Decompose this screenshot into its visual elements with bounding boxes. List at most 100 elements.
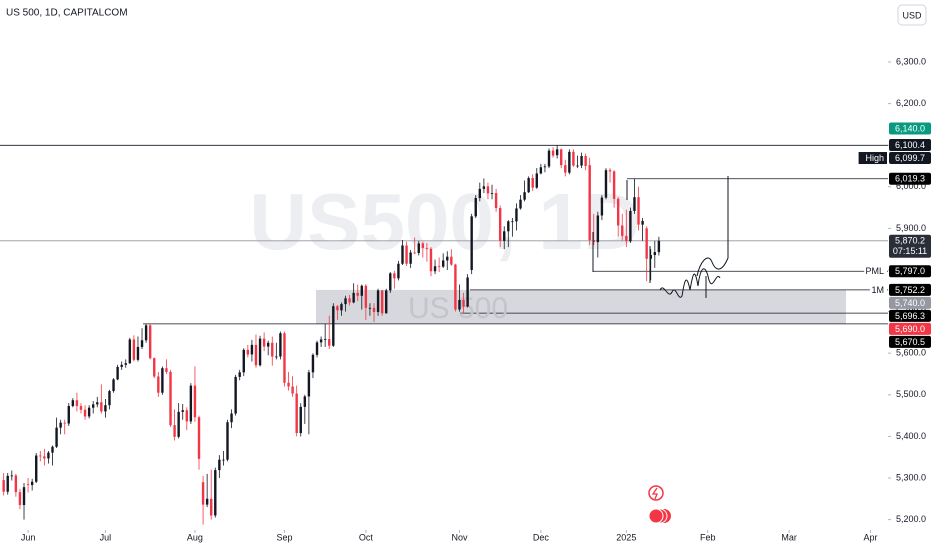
price-label-box bbox=[889, 139, 931, 152]
candles bbox=[2, 145, 661, 525]
candle-body bbox=[144, 325, 148, 341]
candle-body bbox=[128, 339, 132, 364]
box-watermark: US 500 bbox=[408, 292, 508, 325]
event-icon[interactable] bbox=[648, 508, 664, 524]
candle-body bbox=[275, 356, 278, 358]
tag-label: PML bbox=[865, 266, 884, 276]
candle-body bbox=[389, 273, 392, 291]
candle-body bbox=[75, 400, 79, 407]
candle-body bbox=[307, 372, 311, 397]
candle-body bbox=[238, 372, 241, 377]
candle-body bbox=[124, 363, 127, 365]
x-tick-label: Dec bbox=[533, 532, 550, 542]
x-tick-label: Aug bbox=[187, 532, 203, 542]
candle-body bbox=[193, 385, 197, 418]
tag-box bbox=[864, 265, 887, 278]
price-label-box bbox=[889, 265, 931, 278]
event-icon[interactable] bbox=[648, 485, 664, 501]
candle-body bbox=[649, 255, 652, 259]
candle-body bbox=[258, 338, 262, 366]
candle-body bbox=[621, 225, 624, 236]
candle-body bbox=[67, 406, 70, 424]
candle-body bbox=[612, 171, 616, 199]
currency-button[interactable] bbox=[897, 4, 927, 26]
candle-body bbox=[543, 166, 547, 168]
candle-body bbox=[352, 292, 355, 303]
y-tick-label: 5,300.0 bbox=[896, 472, 926, 482]
candle-body bbox=[564, 165, 567, 173]
price-label: 5,797.0 bbox=[895, 266, 925, 276]
candle-body bbox=[201, 482, 205, 505]
candle-body bbox=[30, 481, 34, 486]
levels bbox=[0, 144, 888, 325]
candle-body bbox=[91, 404, 95, 408]
price-label-box bbox=[889, 296, 931, 309]
candle-body bbox=[608, 170, 612, 172]
price-labels: 6,140.0 6,100.4 6,099.7 High 6,019.3 5,870.20… bbox=[858, 122, 931, 348]
candle-body bbox=[189, 385, 193, 422]
price-label: 6,019.3 bbox=[895, 174, 925, 184]
price-label-box bbox=[889, 309, 931, 322]
candle-body bbox=[588, 165, 591, 241]
candle-body bbox=[43, 456, 46, 459]
candle-body bbox=[405, 245, 408, 264]
candle-body bbox=[372, 307, 376, 313]
x-tick-label: Sep bbox=[276, 532, 292, 542]
chart-title: US 500, 1D, CAPITALCOM bbox=[6, 8, 128, 19]
y-tick-label: 5,500.0 bbox=[896, 389, 926, 399]
candle-body bbox=[393, 273, 396, 279]
x-tick-label: 2025 bbox=[616, 532, 636, 542]
candle-body bbox=[641, 220, 644, 225]
candle-body bbox=[523, 192, 526, 200]
candle-body bbox=[10, 475, 14, 477]
candle-body bbox=[340, 304, 343, 311]
candle-body bbox=[161, 368, 164, 393]
candle-body bbox=[486, 186, 490, 194]
candle-body bbox=[429, 248, 433, 272]
candle-body bbox=[584, 156, 587, 166]
price-label: 5,752.2 bbox=[895, 285, 925, 295]
y-tick-label: 6,300.0 bbox=[896, 56, 926, 66]
candle-body bbox=[637, 197, 640, 225]
candle-body bbox=[35, 455, 38, 482]
price-label-box bbox=[889, 283, 931, 296]
candle-body bbox=[348, 298, 351, 303]
candle-body bbox=[173, 425, 176, 437]
price-label: 6,099.7 bbox=[895, 153, 925, 163]
squiggle bbox=[659, 268, 721, 298]
candle-body bbox=[527, 178, 530, 193]
price-label-box bbox=[889, 152, 931, 165]
candle-body bbox=[246, 349, 250, 355]
candle-body bbox=[507, 221, 510, 232]
candle-body bbox=[14, 475, 18, 493]
currency[interactable]: USD bbox=[902, 10, 922, 20]
candle-body bbox=[409, 252, 412, 264]
candle-body bbox=[425, 247, 429, 249]
candle-body bbox=[385, 290, 388, 314]
candle-body bbox=[560, 149, 563, 166]
price-label: 5,870.2 bbox=[895, 236, 925, 246]
candle-body bbox=[494, 193, 498, 209]
price-label: 5,670.5 bbox=[895, 337, 925, 347]
price-label: 5,740.0 bbox=[895, 298, 925, 308]
candle-body bbox=[283, 333, 286, 383]
y-tick-label: 5,600.0 bbox=[896, 348, 926, 358]
candle-body bbox=[315, 342, 319, 355]
candle-body bbox=[230, 413, 233, 423]
candle-body bbox=[421, 243, 425, 248]
candle-body bbox=[454, 264, 457, 310]
price-label-box bbox=[889, 322, 931, 335]
candle-body bbox=[100, 402, 103, 412]
candle-body bbox=[181, 410, 184, 412]
candle-body bbox=[446, 256, 449, 261]
countdown: 07:15:11 bbox=[893, 246, 927, 256]
candle-body bbox=[332, 306, 335, 346]
candle-body bbox=[79, 406, 83, 410]
candle-body bbox=[153, 358, 156, 377]
price-label: 5,696.3 bbox=[895, 311, 925, 321]
candle-body bbox=[600, 197, 604, 216]
candle-body bbox=[470, 216, 473, 270]
candle-body bbox=[323, 339, 327, 340]
candle-body bbox=[254, 344, 258, 366]
